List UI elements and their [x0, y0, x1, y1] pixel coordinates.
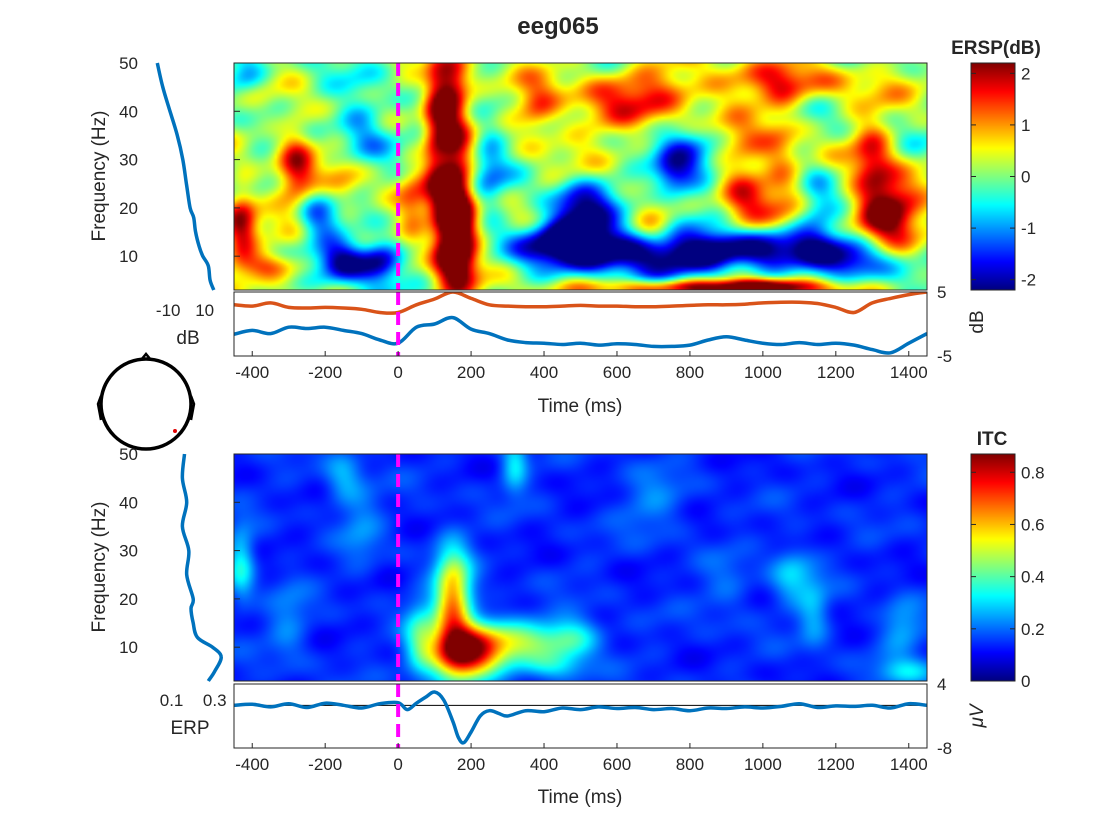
ersp-x-ticks: -400 -200 0 200 400 600 800 1000 1200 1400 — [235, 351, 928, 382]
itc-colorbar-tick-label: 0.8 — [1021, 463, 1045, 482]
ersp-frame — [233, 62, 928, 291]
head-ear-right — [189, 395, 196, 421]
itc-ylabel: Frequency (Hz) — [89, 502, 110, 633]
itc-colorbar: ITC 0 0.2 0.4 0.6 0.8 — [970, 429, 1045, 691]
itc-x-tick-label: 1400 — [890, 755, 928, 774]
electrode-marker — [173, 429, 177, 433]
ersp-y-ticks: 10 20 30 40 50 — [119, 54, 240, 266]
itc-x-tick-label: -200 — [308, 755, 342, 774]
itc-colorbar-ticks: 0 0.2 0.4 0.6 0.8 — [971, 463, 1045, 691]
ersp-colorbar-tick-label: -1 — [1021, 219, 1036, 238]
envelope-lower-line — [234, 315, 927, 355]
itc-heatmap-image — [234, 454, 927, 681]
ersp-x-tick-label: 800 — [676, 363, 704, 382]
envelope-y-tick-label: -5 — [937, 347, 952, 366]
ersp-x-tick-label: -200 — [308, 363, 342, 382]
itc-y-tick-label: 20 — [119, 590, 138, 609]
itc-x-tick-label: 1000 — [744, 755, 782, 774]
head-outline — [99, 357, 193, 451]
itc-y-tick-label: 40 — [119, 493, 138, 512]
ersp-colorbar-tick-label: 0 — [1021, 168, 1030, 187]
ersp-envelope-panel: 5 -5 -400 -200 0 200 400 600 800 1000 1200 1400 dB… — [233, 283, 988, 417]
scalp-head-plot — [96, 352, 196, 451]
ersp-x-tick-label: 600 — [603, 363, 631, 382]
itc-x-tick-label: 200 — [457, 755, 485, 774]
itc-y-tick-label: 30 — [119, 542, 138, 561]
ersp-x-tick-label: -400 — [235, 363, 269, 382]
erp-frame — [233, 683, 928, 749]
ersp-x-tick-label: 200 — [457, 363, 485, 382]
ersp-y-tick-label: 10 — [119, 247, 138, 266]
itc-colorbar-tick-label: 0 — [1021, 672, 1030, 691]
itc-x-tick-label: 800 — [676, 755, 704, 774]
ersp-ylabel: Frequency (Hz) — [89, 111, 110, 242]
itc-erp-spectrum-tick-label: 0.3 — [203, 691, 227, 710]
itc-y-ticks: 10 20 30 40 50 — [119, 445, 240, 657]
head-ear-left — [96, 395, 103, 421]
itc-heatmap: 10 20 30 40 50 Frequency (Hz) — [89, 445, 928, 682]
ersp-spectrum-tick-label: 10 — [195, 301, 214, 320]
envelope-y-tick-label: 5 — [937, 283, 946, 302]
envelope-frame — [233, 291, 928, 357]
ersp-colorbar: ERSP(dB) -2 -1 0 1 2 — [951, 38, 1041, 291]
itc-colorbar-tick-label: 0.4 — [1021, 568, 1045, 587]
ersp-spectrum-panel: -10 10 dB — [155, 62, 216, 349]
ersp-x-tick-label: 0 — [393, 363, 402, 382]
erp-y-tick-label: 4 — [937, 675, 946, 694]
erp-y-ticks: 4 -8 — [921, 675, 952, 758]
itc-x-tick-label: -400 — [235, 755, 269, 774]
itc-colorbar-tick-label: 0.6 — [1021, 515, 1045, 534]
ersp-colorbar-ticks: -2 -1 0 1 2 — [971, 64, 1036, 290]
figure-title: eeg065 — [517, 13, 598, 40]
ersp-heatmap-image — [234, 63, 927, 290]
ersp-colorbar-tick-label: -2 — [1021, 271, 1036, 290]
erp-y-tick-label: -8 — [937, 739, 952, 758]
ersp-y-tick-label: 30 — [119, 151, 138, 170]
ersp-colorbar-image — [971, 63, 1015, 290]
itc-y-tick-label: 10 — [119, 638, 138, 657]
itc-frame — [233, 453, 928, 682]
head-nose — [140, 352, 152, 361]
ersp-xlabel: Time (ms) — [538, 396, 623, 417]
ersp-y-tick-label: 20 — [119, 199, 138, 218]
ersp-x-tick-label: 1000 — [744, 363, 782, 382]
ersp-colorbar-title: ERSP(dB) — [951, 38, 1041, 59]
itc-erp-spectrum-line — [180, 453, 223, 682]
envelope-y-ticks: 5 -5 — [921, 283, 952, 366]
itc-xlabel: Time (ms) — [538, 787, 623, 808]
itc-x-tick-label: 400 — [530, 755, 558, 774]
ersp-colorbar-tick-label: 1 — [1021, 116, 1030, 135]
erp-ylabel: μV — [967, 702, 988, 728]
itc-x-ticks: -400 -200 0 200 400 600 800 1000 1200 1400 — [235, 743, 928, 774]
erp-line — [234, 690, 927, 745]
ersp-x-tick-label: 400 — [530, 363, 558, 382]
ersp-spectrum-ticks: -10 10 — [156, 301, 214, 320]
ersp-spectrum-line — [155, 62, 216, 291]
itc-erp-spectrum-tick-label: 0.1 — [160, 691, 184, 710]
ersp-x-tick-label: 1200 — [817, 363, 855, 382]
ersp-spectrum-xlabel: dB — [176, 328, 199, 349]
itc-erp-spectrum-xlabel: ERP — [170, 718, 209, 739]
ersp-spectrum-tick-label: -10 — [156, 301, 181, 320]
erp-panel: 4 -8 -400 -200 0 200 400 600 800 1000 1200 1400 μV… — [233, 675, 988, 808]
envelope-upper-line — [234, 292, 927, 315]
ersp-y-tick-label: 50 — [119, 54, 138, 73]
itc-x-tick-label: 0 — [393, 755, 402, 774]
itc-x-tick-label: 1200 — [817, 755, 855, 774]
itc-erp-spectrum-ticks: 0.1 0.3 — [160, 691, 227, 710]
ersp-x-tick-label: 1400 — [890, 363, 928, 382]
itc-colorbar-title: ITC — [977, 429, 1008, 450]
itc-erp-spectrum-panel: 0.1 0.3 ERP — [160, 453, 227, 739]
itc-colorbar-frame — [970, 453, 1016, 682]
ersp-heatmap: 10 20 30 40 50 Frequency (Hz) — [89, 54, 928, 291]
ersp-colorbar-tick-label: 2 — [1021, 64, 1030, 83]
ersp-y-tick-label: 40 — [119, 102, 138, 121]
itc-x-tick-label: 600 — [603, 755, 631, 774]
itc-colorbar-tick-label: 0.2 — [1021, 620, 1045, 639]
itc-colorbar-image — [971, 454, 1015, 681]
envelope-ylabel: dB — [967, 310, 988, 333]
itc-y-tick-label: 50 — [119, 445, 138, 464]
